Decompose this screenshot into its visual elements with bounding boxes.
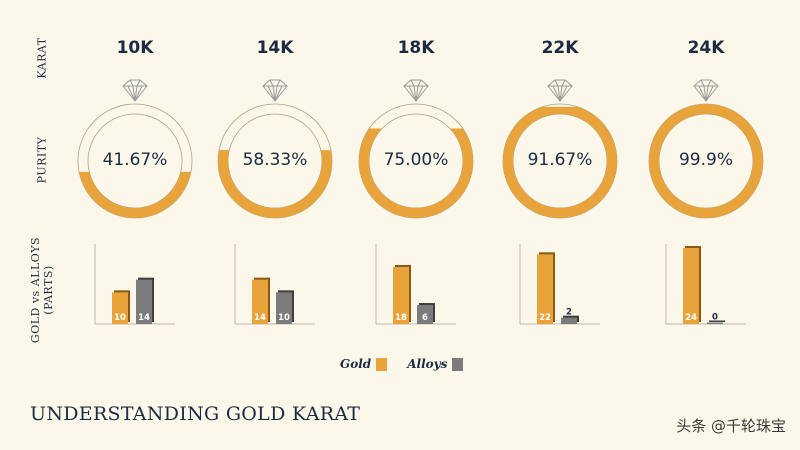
karat-label: 18K — [397, 38, 435, 58]
karat-label: 22K — [541, 38, 579, 58]
purity-fill — [649, 104, 763, 218]
legend-gold-swatch — [376, 357, 388, 371]
alloys-bar — [417, 305, 433, 324]
purity-ring: 91.67% — [498, 79, 622, 234]
bar-chart-24K: 24 0 — [665, 244, 746, 325]
gold-bar-label: 22 — [539, 313, 551, 323]
bar-chart-10K: 10 14 — [94, 244, 175, 325]
purity-fill — [79, 171, 191, 218]
alloys-bar-label: 6 — [422, 313, 428, 323]
diamond-icon — [262, 79, 288, 102]
diamond-icon — [547, 79, 573, 102]
watermark: 头条 @千轮珠宝 — [676, 417, 786, 435]
diamond-icon — [122, 79, 148, 102]
purity-fill — [503, 106, 617, 218]
footer-title: UNDERSTANDING GOLD KARAT — [30, 403, 361, 425]
gold-bar-label: 10 — [114, 313, 126, 323]
purity-fill — [218, 150, 332, 218]
purity-value-label: 91.67% — [527, 150, 593, 170]
gold-bar — [683, 248, 699, 324]
karat-label: 10K — [116, 38, 154, 58]
alloys-bar — [707, 322, 723, 324]
gold-bar-label: 24 — [685, 313, 697, 323]
purity-ring: 99.9% — [644, 79, 768, 234]
legend-gold-label: Gold — [340, 357, 372, 371]
legend-alloys-swatch — [452, 357, 464, 371]
purity-value-label: 75.00% — [383, 150, 449, 170]
purity-fill — [359, 128, 473, 218]
bar-chart-22K: 222 — [519, 244, 600, 325]
purity-ring: 41.67% — [73, 79, 197, 234]
gold-bar — [112, 292, 128, 324]
purity-ring: 58.33% — [213, 79, 337, 234]
purity-value-label: 41.67% — [102, 150, 168, 170]
bar-chart-18K: 18 6 — [375, 244, 456, 325]
legend-alloys-label: Alloys — [407, 357, 448, 371]
alloys-bar-label: 2 — [566, 308, 572, 318]
legend: Gold Alloys — [340, 356, 483, 372]
purity-ring: 75.00% — [354, 79, 478, 234]
alloys-bar — [136, 279, 152, 324]
alloys-bar-label: 0 — [712, 313, 718, 323]
karat-label: 24K — [687, 38, 725, 58]
diamond-icon — [693, 79, 719, 102]
alloys-bar — [561, 317, 577, 324]
gold-bar-label: 18 — [395, 313, 407, 323]
karat-label: 14K — [256, 38, 294, 58]
bar-chart-14K: 14 10 — [234, 244, 315, 325]
diamond-icon — [403, 79, 429, 102]
alloys-bar-label: 10 — [278, 313, 290, 323]
purity-value-label: 99.9% — [678, 150, 733, 170]
gold-bar — [537, 254, 553, 324]
purity-value-label: 58.33% — [242, 150, 308, 170]
gold-bar-label: 14 — [254, 313, 266, 323]
gold-bar — [393, 267, 409, 324]
alloys-bar — [276, 292, 292, 324]
bar-shadow — [709, 320, 725, 322]
gold-bar — [252, 279, 268, 324]
alloys-bar-label: 14 — [138, 313, 150, 323]
